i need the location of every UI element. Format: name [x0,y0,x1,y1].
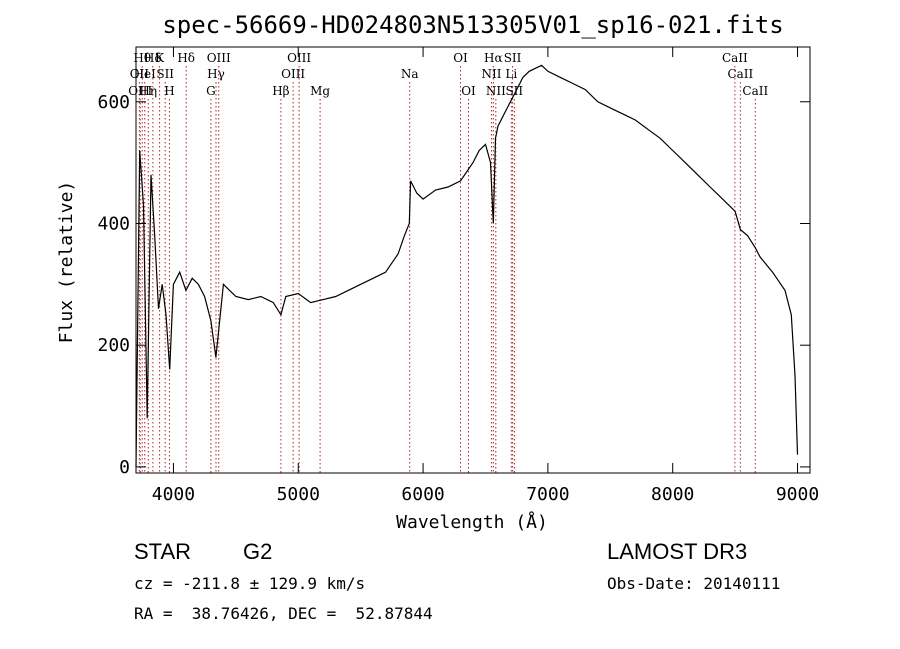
line-mark-label-26: CaII [722,51,748,65]
line-mark-label-21: Hα [484,51,503,65]
line-mark-label-6: K [155,51,165,65]
redshift-velocity: cz = -211.8 ± 129.9 km/s [134,574,366,593]
x-tick-label-4: 8000 [651,484,694,505]
x-axis-label: Wavelength (Å) [396,511,548,533]
line-mark-label-1: OIII [128,84,152,98]
line-mark-label-14: OIII [281,67,305,81]
line-mark-label-18: OI [453,51,468,65]
x-tick-label-1: 5000 [277,484,320,505]
y-tick-label-0: 0 [119,457,130,478]
axis-ticks: 4000 5000 6000 7000 8000 9000 0 200 400 600 [97,47,819,505]
spectral-line-markers: OIIOIIIHθHeIHηHδKSIIHHδGHγOIIIHβOIIIOIII… [128,51,768,473]
line-mark-label-24: SII [504,51,522,65]
line-mark-label-10: G [206,84,216,98]
line-mark-label-23: Li [505,67,517,81]
line-mark-label-5: Hδ [144,51,162,65]
coordinates: RA = 38.76426, DEC = 52.87844 [134,604,433,623]
line-mark-label-3: HeI [134,67,157,81]
line-mark-label-11: Hγ [207,67,225,81]
line-mark-label-19: OI [461,84,476,98]
line-mark-label-16: Mg [310,84,330,98]
y-tick-label-1: 200 [97,335,130,356]
line-mark-label-15: OIII [287,51,311,65]
line-mark-label-9: Hδ [177,51,195,65]
plot-frame [135,46,811,474]
line-mark-label-13: Hβ [272,84,289,98]
chart-title: spec-56669-HD024803N513305V01_sp16-021.f… [162,11,783,39]
spectral-subclass: G2 [243,539,273,564]
line-mark-label-12: OIII [207,51,231,65]
survey-name: LAMOST DR3 [607,539,748,564]
observation-date: Obs-Date: 20140111 [607,574,781,593]
line-mark-label-22: NII [486,84,506,98]
line-mark-label-28: CaII [742,84,768,98]
line-mark-label-8: H [164,84,174,98]
line-mark-label-25: SII [505,84,523,98]
object-type: STAR [134,539,192,564]
y-axis-label: Flux (relative) [56,181,77,344]
x-tick-label-3: 7000 [526,484,569,505]
line-mark-label-27: CaII [727,67,753,81]
spectrum-curve [135,64,799,467]
line-mark-label-17: Na [401,67,419,81]
line-mark-label-20: NII [481,67,501,81]
line-mark-label-4: Hη [139,84,157,98]
x-tick-label-0: 4000 [152,484,195,505]
y-tick-label-2: 400 [97,213,130,234]
x-tick-label-2: 6000 [401,484,444,505]
x-tick-label-5: 9000 [776,484,819,505]
y-tick-label-3: 600 [97,92,130,113]
line-mark-label-0: OII [130,67,150,81]
line-mark-label-7: SII [156,67,174,81]
line-mark-label-2: Hθ [133,51,151,65]
